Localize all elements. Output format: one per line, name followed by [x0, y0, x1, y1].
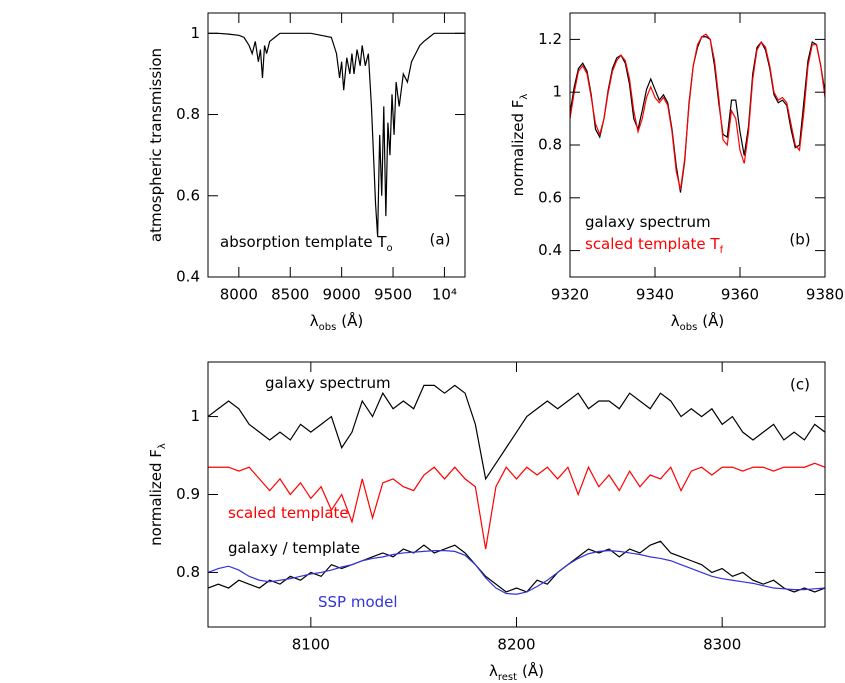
y-tick-label: 1	[190, 407, 200, 425]
x-tick-label: 8300	[703, 636, 741, 654]
legend-label-sub: f	[720, 245, 724, 256]
legend-label: galaxy spectrum	[585, 213, 711, 231]
x-axis-label-sub: obs	[680, 322, 698, 333]
x-tick-label: 9000	[323, 286, 361, 304]
y-tick-label: 0.4	[176, 268, 200, 286]
x-axis-label-unit: (Å)	[702, 311, 724, 330]
y-tick-label: 1.2	[538, 30, 562, 48]
x-axis-label-unit: (Å)	[341, 311, 363, 330]
y-axis-label: normalized Fλ	[147, 443, 168, 546]
x-axis-label-sub: obs	[319, 322, 337, 333]
x-axis-label: λobs (Å)	[310, 311, 364, 333]
y-axis-label: atmospheric transmission	[147, 48, 165, 242]
legend-label-main: galaxy spectrum	[265, 374, 391, 392]
plot-frame	[207, 12, 466, 278]
legend-label-main: scaled template	[228, 504, 349, 522]
x-axis-label: λobs (Å)	[671, 311, 725, 333]
legend-label-main: galaxy spectrum	[585, 213, 711, 231]
x-axis-label: λrest (Å)	[489, 661, 544, 683]
panel-label: (b)	[789, 231, 810, 249]
x-tick-label: 9380	[806, 286, 844, 304]
series-line	[569, 36, 826, 193]
annotation: absorption template To	[220, 233, 393, 254]
y-axis-label: normalized Fλ	[509, 94, 530, 197]
y-tick-label: 1	[190, 24, 200, 42]
x-tick-label: 9320	[551, 286, 589, 304]
panel-label: (c)	[790, 376, 810, 394]
series-line	[208, 462, 826, 550]
y-tick-label: 0.8	[176, 563, 200, 581]
annotation-main: absorption template T	[220, 233, 387, 251]
legend-label: SSP model	[318, 593, 398, 611]
x-axis-label-main: λ	[489, 662, 498, 680]
x-axis-label-sub: rest	[498, 672, 517, 683]
series-line	[207, 540, 826, 593]
y-axis-label-sub: λ	[157, 443, 168, 449]
x-tick-label: 9340	[636, 286, 674, 304]
x-tick-label: 9500	[374, 286, 412, 304]
y-tick-label: 0.4	[538, 241, 562, 259]
y-tick-label: 0.8	[176, 105, 200, 123]
y-tick-label: 0.9	[176, 485, 200, 503]
x-tick-label: 8200	[497, 636, 535, 654]
series-line	[207, 384, 826, 481]
y-axis-label-main: normalized F	[147, 449, 165, 546]
x-tick-label: 8500	[271, 286, 309, 304]
legend-label: scaled template Tf	[585, 235, 724, 256]
legend-label: galaxy / template	[228, 539, 360, 557]
x-axis-label-unit: (Å)	[522, 661, 544, 680]
plot-frame	[207, 361, 826, 628]
series-line	[569, 33, 826, 191]
y-axis-label-main: atmospheric transmission	[147, 48, 165, 242]
x-axis-label-main: λ	[671, 312, 680, 330]
y-axis-label-main: normalized F	[509, 100, 527, 197]
y-tick-label: 0.8	[538, 136, 562, 154]
legend-label: scaled template	[228, 504, 349, 522]
y-tick-label: 0.6	[538, 188, 562, 206]
annotation-sub: o	[387, 243, 393, 254]
series-line	[207, 550, 826, 595]
legend-label-main: galaxy / template	[228, 539, 360, 557]
legend-label-main: scaled template T	[585, 235, 720, 253]
panel-label: (a)	[430, 231, 451, 249]
legend-label: galaxy spectrum	[265, 374, 391, 392]
y-tick-label: 1	[552, 83, 562, 101]
x-tick-label: 10⁴	[432, 286, 457, 304]
series-line	[208, 32, 465, 237]
y-tick-label: 0.6	[176, 186, 200, 204]
x-tick-label: 9360	[721, 286, 759, 304]
x-tick-label: 8000	[220, 286, 258, 304]
x-tick-label: 8100	[292, 636, 330, 654]
legend-label-main: SSP model	[318, 593, 398, 611]
y-axis-label-sub: λ	[519, 94, 530, 100]
x-axis-label-main: λ	[310, 312, 319, 330]
